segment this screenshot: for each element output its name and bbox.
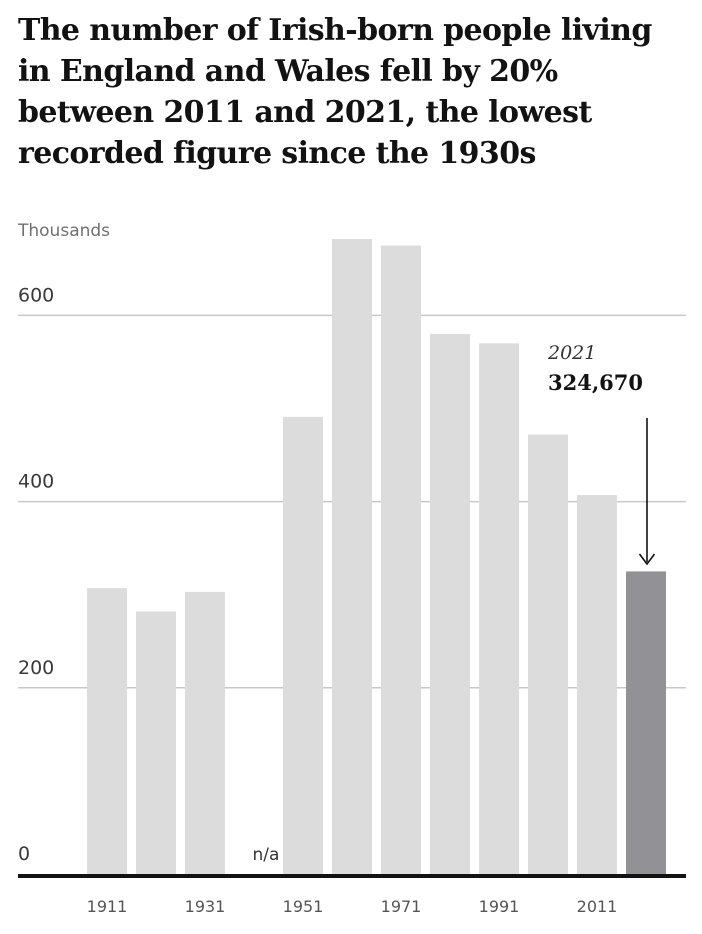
bar-1911 [87, 588, 127, 874]
bar-1961 [332, 239, 372, 875]
bars [87, 239, 666, 875]
x-tick-label-1991: 1991 [479, 897, 520, 916]
bar-1971 [381, 245, 421, 874]
bar-2001 [528, 434, 568, 874]
y-tick-label-600: 600 [18, 284, 54, 306]
y-tick-label-0: 0 [18, 843, 30, 865]
x-tick-label-2011: 2011 [577, 897, 618, 916]
x-tick-label-1931: 1931 [185, 897, 226, 916]
bar-1921 [136, 611, 176, 874]
annotation-year: 2021 [547, 342, 596, 364]
axis-labels: 0 200 400 600 n/a 1911 1931 1951 1971 1991 2011 [18, 284, 617, 916]
bar-1931 [185, 591, 225, 874]
chart-title: The number of Irish-born people living i… [18, 13, 652, 171]
x-tick-label-1971: 1971 [381, 897, 422, 916]
missing-label-1941: n/a [253, 845, 280, 865]
annotation-arrow-head [638, 553, 656, 566]
y-tick-label-200: 200 [18, 657, 54, 679]
bar-1991 [479, 343, 519, 874]
bar-1981 [430, 334, 470, 874]
x-tick-label-1951: 1951 [283, 897, 324, 916]
bar-2021 [626, 571, 666, 874]
bar-1951 [283, 416, 323, 874]
unit-label: Thousands [17, 221, 110, 241]
x-tick-label-1911: 1911 [87, 897, 128, 916]
annotation-value: 324,670 [548, 370, 643, 395]
bar-chart: 0 200 400 600 n/a 1911 1931 1951 1971 1991 2011 Th… [17, 221, 686, 916]
annotation-2021: 2021 324,670 [547, 342, 656, 566]
y-tick-label-400: 400 [18, 471, 54, 493]
bar-2011 [577, 495, 617, 874]
